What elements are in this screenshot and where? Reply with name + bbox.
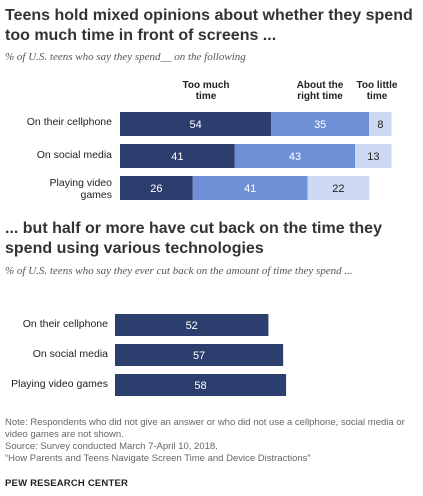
chart2-row-label-video-games: Playing video games [11, 378, 108, 390]
cutback-value-cellphone: 52 [186, 320, 198, 332]
chart2-subtitle: % of U.S. teens who say they ever cut ba… [5, 265, 353, 277]
chart2-row-label-cellphone: On their cellphone [22, 318, 108, 330]
chart1-row-label-social-media: On social media [36, 149, 112, 161]
pew-logo-text: PEW RESEARCH CENTER [5, 478, 129, 489]
bar-about-right-video-games [192, 176, 308, 200]
notes: Note: Respondents who did not give an an… [5, 417, 417, 465]
cutback-bar-cellphone [115, 314, 269, 336]
col-header-too-much: Too much time [182, 80, 230, 102]
chart2-row-label-social-media: On social media [32, 348, 108, 360]
value-label-too-little-cellphone: 8 [377, 119, 383, 131]
chart2-title: ... but half or more have cut back on th… [5, 220, 382, 257]
bar-about-right-social-media [234, 144, 356, 168]
chart1-plot: 54 35 8 41 43 13 26 41 22 [120, 112, 392, 200]
note-text: Note: Respondents who did not give an an… [5, 417, 405, 440]
chart1-row-label-video-games: Playing video games [49, 177, 112, 201]
value-label-too-little-social-media: 13 [367, 151, 379, 163]
cutback-bar-video-games [115, 374, 287, 396]
col-header-about-right: About the right time [296, 80, 344, 102]
report-title: “How Parents and Teens Navigate Screen T… [5, 453, 311, 464]
bar-about-right-cellphone [271, 112, 370, 136]
value-label-too-little-video-games: 22 [332, 183, 344, 195]
bar-too-much-video-games [120, 176, 193, 200]
bar-too-little-cellphone [369, 112, 392, 136]
col-header-too-little: Too little time [356, 80, 398, 102]
value-label-too-much-social-media: 41 [171, 151, 183, 163]
source-text: Source: Survey conducted March 7-April 1… [5, 441, 218, 452]
chart1-subtitle: % of U.S. teens who say they spend__ on … [5, 51, 246, 63]
value-label-about-right-video-games: 41 [244, 183, 256, 195]
chart1-row-label-cellphone: On their cellphone [26, 116, 112, 128]
bar-too-little-social-media [355, 144, 392, 168]
bar-too-much-cellphone [120, 112, 272, 136]
chart2-plot: 52 57 58 [115, 314, 287, 396]
value-label-about-right-cellphone: 35 [314, 119, 326, 131]
cutback-value-video-games: 58 [194, 380, 206, 392]
bar-too-much-social-media [120, 144, 235, 168]
cutback-bar-social-media [115, 344, 284, 366]
bar-too-little-video-games [307, 176, 370, 200]
value-label-about-right-social-media: 43 [289, 151, 301, 163]
cutback-value-social-media: 57 [193, 350, 205, 362]
value-label-too-much-cellphone: 54 [189, 119, 201, 131]
value-label-too-much-video-games: 26 [150, 183, 162, 195]
chart1-title: Teens hold mixed opinions about whether … [5, 7, 413, 44]
